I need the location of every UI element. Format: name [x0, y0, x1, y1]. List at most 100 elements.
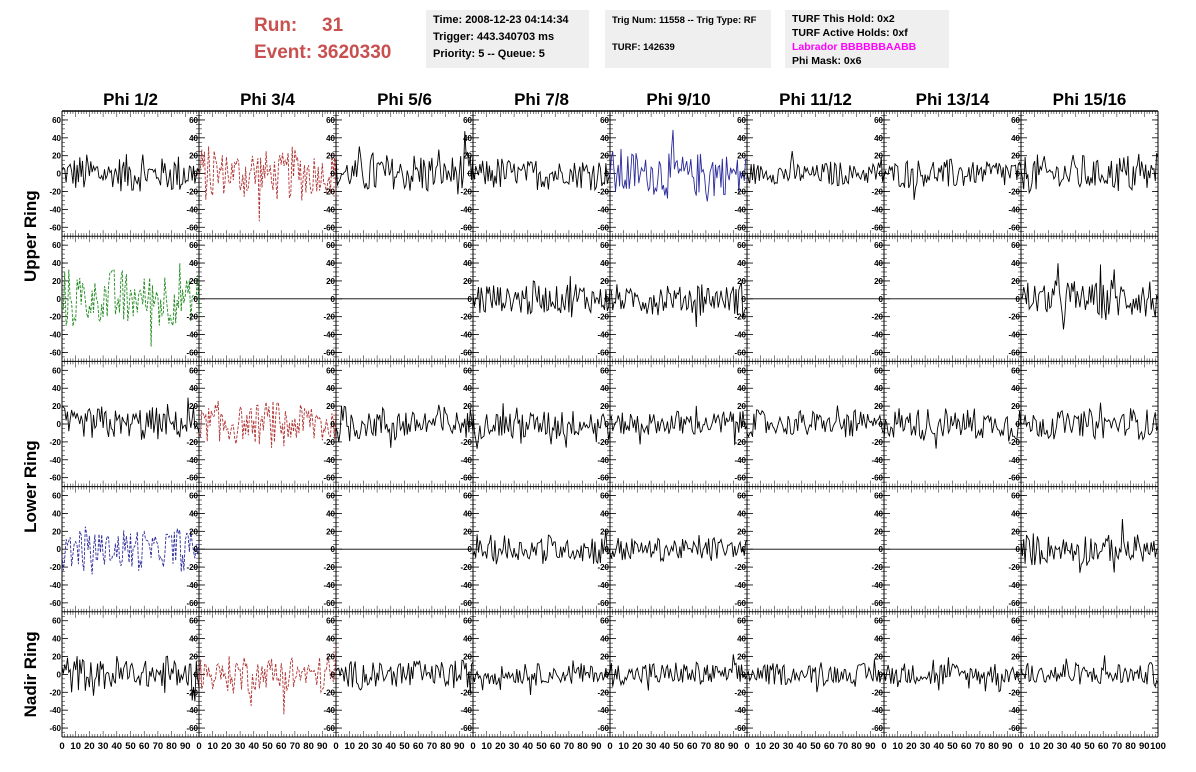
y-tick-label: 20 [52, 402, 61, 411]
y-tick-label: 0 [57, 295, 62, 304]
y-tick-label: 60 [874, 366, 883, 375]
y-tick-label: -20 [460, 187, 472, 196]
y-tick-label: 60 [52, 116, 61, 125]
y-tick-label: -40 [186, 331, 198, 340]
column-label: Phi 7/8 [514, 90, 569, 109]
y-tick-label: 40 [874, 259, 883, 268]
y-tick-label: 0 [1016, 420, 1021, 429]
y-tick-label: 0 [468, 170, 473, 179]
y-tick-label: -60 [871, 348, 883, 357]
y-tick-label: -20 [460, 438, 472, 447]
y-tick-label: -60 [186, 348, 198, 357]
y-tick-label: -20 [734, 187, 746, 196]
y-tick-label: -20 [460, 563, 472, 572]
y-tick-label: 60 [463, 366, 472, 375]
y-tick-label: -60 [49, 599, 61, 608]
y-tick-label: -40 [460, 331, 472, 340]
priority-text: Priority: 5 -- Queue: 5 [433, 46, 582, 63]
y-tick-label: -40 [597, 456, 609, 465]
y-tick-label: -60 [597, 474, 609, 483]
y-tick-label: 60 [737, 116, 746, 125]
y-tick-label: 40 [1011, 384, 1020, 393]
turf-active-holds: TURF Active Holds: 0xf [792, 26, 942, 40]
y-tick-label: 0 [742, 420, 747, 429]
y-tick-label: 0 [194, 545, 199, 554]
y-tick-label: -40 [323, 205, 335, 214]
y-tick-label: -20 [734, 438, 746, 447]
waveform-panel: -60 -40 -20 0 20 40 60 [49, 235, 200, 362]
run-event-header: Run: 31 Event: 3620330 [254, 12, 391, 66]
waveform-panel: -60 -40 -20 0 20 40 60 [871, 235, 1022, 362]
y-tick-label: -60 [323, 223, 335, 232]
waveform-panel: -60 -40 -20 0 20 40 60 [323, 235, 474, 362]
y-tick-label: -40 [597, 331, 609, 340]
y-tick-label: -60 [597, 223, 609, 232]
y-tick-label: 0 [194, 170, 199, 179]
column-label: Phi 1/2 [103, 90, 158, 109]
waveform-trace [1020, 402, 1159, 441]
trig-info-box: Trig Num: 11558 -- Trig Type: RF TURF: 1… [605, 10, 771, 68]
event-value: 3620330 [317, 42, 391, 63]
waveform-trace [1020, 263, 1159, 330]
y-tick-label: 0 [879, 170, 884, 179]
y-tick-label: 20 [874, 402, 883, 411]
waveform-trace [609, 281, 748, 328]
waveform-panel: -60 -40 -20 0 20 40 60 [323, 361, 474, 487]
y-tick-label: 20 [874, 152, 883, 161]
row-label: Nadir Ring [21, 631, 40, 717]
waveform-trace [198, 146, 337, 222]
y-tick-label: 0 [331, 295, 336, 304]
y-tick-label: -40 [871, 456, 883, 465]
y-tick-label: -60 [1008, 348, 1020, 357]
y-tick-label: 40 [463, 384, 472, 393]
y-tick-label: 60 [737, 241, 746, 250]
event-label: Event: [254, 42, 312, 63]
y-tick-label: -40 [323, 456, 335, 465]
y-tick-label: 0 [879, 420, 884, 429]
y-tick-label: 0 [468, 295, 473, 304]
y-tick-label: 60 [463, 116, 472, 125]
y-tick-label: -60 [460, 348, 472, 357]
y-tick-label: 0 [742, 295, 747, 304]
y-tick-label: -40 [49, 331, 61, 340]
phi-mask: Phi Mask: 0x6 [792, 54, 942, 68]
y-tick-label: 40 [600, 384, 609, 393]
waveform-panel: -60 -40 -20 0 20 40 60 [734, 361, 885, 487]
row-label: Lower Ring [21, 440, 40, 533]
y-tick-label: -40 [597, 205, 609, 214]
y-tick-label: 0 [194, 295, 199, 304]
y-tick-label: -20 [597, 187, 609, 196]
y-tick-label: -20 [1008, 438, 1020, 447]
y-tick-label: 40 [326, 509, 335, 518]
y-tick-label: -40 [186, 456, 198, 465]
event-line: Event: 3620330 [254, 39, 391, 66]
y-tick-label: -40 [734, 456, 746, 465]
y-tick-label: -40 [460, 581, 472, 590]
waveform-panel: -60 -40 -20 0 20 40 60 [186, 486, 337, 613]
y-tick-label: 20 [874, 277, 883, 286]
y-tick-label: 20 [463, 152, 472, 161]
waveform-panel: -60 -40 -20 0 20 40 60 [460, 361, 611, 487]
column-label: Phi 15/16 [1053, 90, 1127, 109]
y-tick-label: -60 [734, 474, 746, 483]
y-tick-label: 40 [326, 134, 335, 143]
waveform-panel: -60 -40 -20 0 20 40 60 [734, 235, 885, 362]
y-tick-label: -40 [49, 456, 61, 465]
waveform-trace [61, 526, 200, 575]
y-tick-label: 20 [463, 277, 472, 286]
turf-text: TURF: 142639 [612, 39, 764, 56]
y-tick-label: -20 [871, 313, 883, 322]
y-tick-label: -60 [323, 348, 335, 357]
labrador-value: BBBBBBAABB [840, 41, 916, 53]
y-tick-label: 60 [874, 241, 883, 250]
y-tick-label: -20 [460, 313, 472, 322]
waveform-panel: -60 -40 -20 0 20 40 60 [1008, 235, 1159, 362]
y-tick-label: -60 [734, 348, 746, 357]
waveform-trace [472, 276, 611, 318]
y-tick-label: 40 [1011, 259, 1020, 268]
waveform-panel: -60 -40 -20 0 20 40 60 [49, 486, 200, 613]
waveform-panel: -60 -40 -20 0 20 40 60 [49, 361, 200, 487]
waveform-panel: -60 -40 -20 0 20 40 60 [460, 235, 611, 362]
y-tick-label: 60 [600, 116, 609, 125]
y-tick-label: -40 [460, 205, 472, 214]
